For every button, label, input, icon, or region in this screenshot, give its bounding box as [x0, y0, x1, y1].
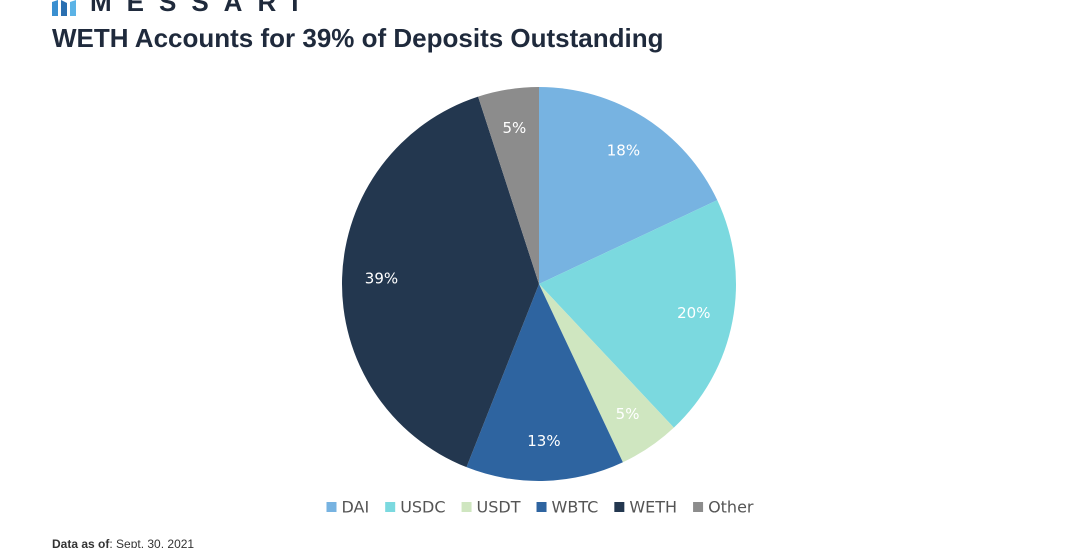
- legend-label: Other: [708, 498, 754, 517]
- footnote: Data as of: Sept. 30, 2021: [52, 537, 194, 548]
- legend-marker: [536, 502, 547, 512]
- slice-label: 5%: [502, 119, 526, 137]
- pie-slice: [478, 87, 539, 284]
- legend: DAI USDC USDT WBTC WETH Other: [326, 498, 754, 517]
- pie-slice: [539, 200, 736, 428]
- slice-label: 5%: [616, 405, 640, 423]
- footnote-text: : Sept. 30, 2021: [109, 537, 194, 548]
- pie-slice: [539, 284, 674, 463]
- pie-slice: [466, 284, 623, 481]
- legend-label: USDT: [477, 498, 521, 517]
- legend-marker: [461, 502, 472, 512]
- pie: 18% 20% 5% 13% 39% 5%: [342, 87, 736, 481]
- pie-slice: [539, 87, 718, 284]
- slice-label: 13%: [527, 432, 560, 450]
- legend-label: WBTC: [552, 498, 599, 517]
- chart-title: WETH Accounts for 39% of Deposits Outsta…: [52, 23, 664, 53]
- pie-slice: [342, 96, 539, 468]
- legend-label: WETH: [629, 498, 677, 517]
- legend-label: USDC: [400, 498, 445, 517]
- slice-label: 39%: [365, 270, 398, 288]
- slice-label: 20%: [677, 304, 710, 322]
- footnote-label: Data as of: [52, 537, 110, 548]
- logo-icon: [52, 0, 76, 16]
- legend-marker: [326, 502, 337, 512]
- brand: MESSARI: [90, 0, 313, 17]
- legend-marker: [385, 502, 396, 512]
- legend-marker: [693, 502, 704, 512]
- legend-label: DAI: [341, 498, 369, 517]
- slice-label: 18%: [607, 141, 640, 159]
- legend-marker: [614, 502, 625, 512]
